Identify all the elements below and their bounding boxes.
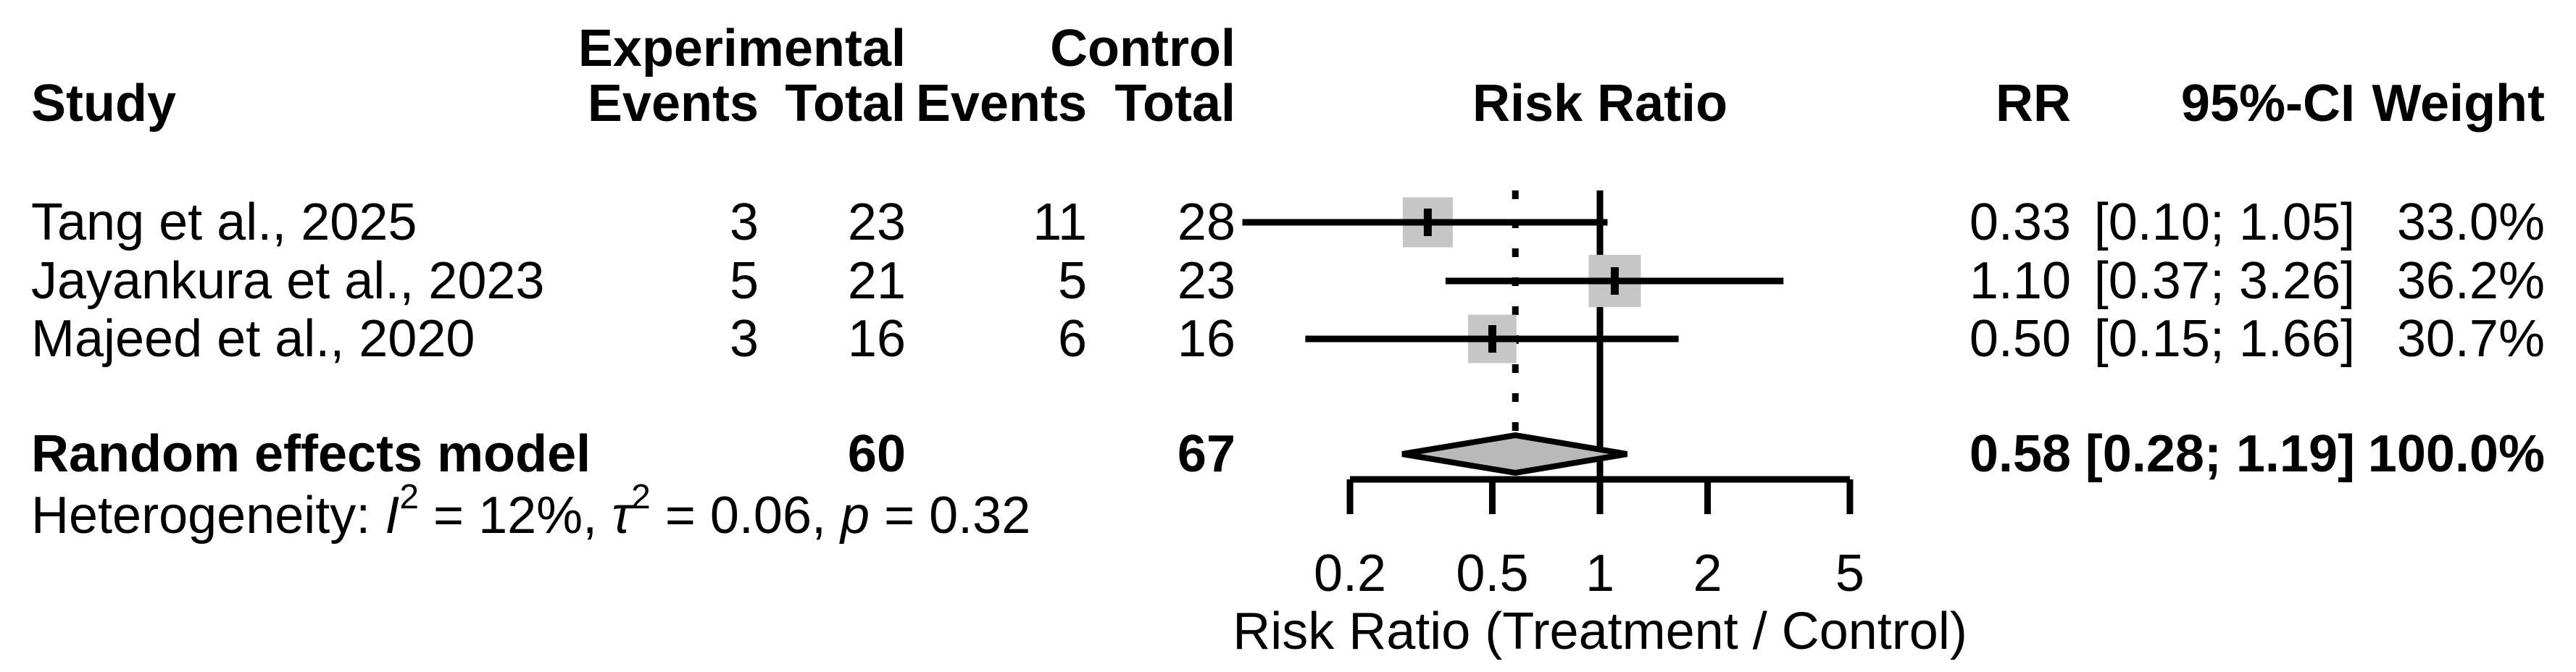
summary-rr-value: 0.58 xyxy=(1969,425,2071,483)
point-estimate-marker xyxy=(1610,267,1619,295)
exp-total-value: 23 xyxy=(848,193,906,251)
ci-value: [0.10; 1.05] xyxy=(2094,193,2355,251)
rr-value: 0.33 xyxy=(1969,193,2071,251)
heterogeneity-prefix: Heterogeneity: xyxy=(31,487,385,545)
i-squared-value: = 12%, xyxy=(419,487,612,545)
table-row: Majeed et al., 2020 3 16 6 16 0.50 [0.15… xyxy=(31,310,2545,368)
study-header: Study xyxy=(31,75,176,133)
exp-total-value: 21 xyxy=(848,252,906,310)
control-group-header: Control xyxy=(1050,20,1235,77)
weight-value: 36.2% xyxy=(2397,252,2545,310)
x-axis: 0.2 0.5 1 2 5 Risk Ratio (Treatment / Co… xyxy=(1233,476,1967,660)
study-mark-row xyxy=(1305,314,1679,364)
rr-value: 1.10 xyxy=(1969,252,2071,310)
study-name: Majeed et al., 2020 xyxy=(31,310,475,368)
weight-value: 33.0% xyxy=(2397,193,2545,251)
study-mark-row xyxy=(1445,254,1784,308)
study-name: Tang et al., 2025 xyxy=(31,193,417,251)
ctrl-events-header: Events xyxy=(916,75,1087,133)
weight-value: 30.7% xyxy=(2397,310,2545,368)
point-estimate-marker xyxy=(1488,325,1496,353)
ctrl-total-value: 28 xyxy=(1177,193,1235,251)
study-mark-row xyxy=(1242,197,1608,248)
table-row: Jayankura et al., 2023 5 21 5 23 1.10 [0… xyxy=(31,252,2545,310)
ci-value: [0.15; 1.66] xyxy=(2094,310,2355,368)
x-axis-tick-label: 0.2 xyxy=(1314,545,1386,602)
risk-ratio-plot-header: Risk Ratio xyxy=(1472,75,1727,133)
summary-label: Random effects model xyxy=(31,425,591,483)
p-value: = 0.32 xyxy=(870,487,1030,545)
ctrl-events-value: 5 xyxy=(1058,252,1087,310)
x-axis-tick-label: 1 xyxy=(1585,545,1614,602)
x-axis-tick-label: 0.5 xyxy=(1456,545,1528,602)
rr-value: 0.50 xyxy=(1969,310,2071,368)
exp-total-header: Total xyxy=(785,75,906,133)
study-marks xyxy=(1242,197,1784,364)
ctrl-events-value: 6 xyxy=(1058,310,1087,368)
weight-header: Weight xyxy=(2372,75,2545,133)
heterogeneity-note: Heterogeneity: I2 = 12%, τ2 = 0.06, p = … xyxy=(31,478,1030,545)
experimental-group-header: Experimental xyxy=(578,20,906,77)
study-name: Jayankura et al., 2023 xyxy=(31,252,544,310)
ctrl-total-value: 23 xyxy=(1177,252,1235,310)
x-axis-title: Risk Ratio (Treatment / Control) xyxy=(1233,602,1967,660)
p-symbol: p xyxy=(839,487,870,545)
ctrl-total-value: 16 xyxy=(1177,310,1235,368)
table-row: Tang et al., 2025 3 23 11 28 0.33 [0.10;… xyxy=(31,193,2545,251)
tau-squared-symbol: τ xyxy=(612,487,634,545)
x-axis-tick-label: 2 xyxy=(1693,545,1722,602)
summary-ci-value: [0.28; 1.19] xyxy=(2085,425,2355,483)
rr-header: RR xyxy=(1996,75,2071,133)
exp-events-value: 3 xyxy=(730,193,759,251)
summary-weight-value: 100.0% xyxy=(2368,425,2545,483)
ctrl-events-value: 11 xyxy=(1033,193,1087,251)
tau-squared-value: = 0.06, xyxy=(651,487,841,545)
summary-exp-total: 60 xyxy=(848,425,906,483)
study-rows: Tang et al., 2025 3 23 11 28 0.33 [0.10;… xyxy=(31,193,2545,368)
i-squared-exponent: 2 xyxy=(399,478,419,516)
ctrl-total-header: Total xyxy=(1114,75,1235,133)
exp-total-value: 16 xyxy=(848,310,906,368)
column-headers: Experimental Control Study Events Total … xyxy=(31,20,2545,133)
exp-events-header: Events xyxy=(588,75,759,133)
i-squared-symbol: I xyxy=(385,487,399,545)
summary-diamond xyxy=(1401,432,1627,476)
summary-ctrl-total: 67 xyxy=(1177,425,1235,483)
exp-events-value: 3 xyxy=(730,310,759,368)
point-estimate-marker xyxy=(1423,209,1432,236)
ci-value: [0.37; 3.26] xyxy=(2094,252,2355,310)
exp-events-value: 5 xyxy=(730,252,759,310)
x-axis-tick-label: 5 xyxy=(1835,545,1864,602)
ci-header: 95%-CI xyxy=(2181,75,2355,133)
tau-squared-exponent: 2 xyxy=(631,478,651,516)
summary-row: Random effects model 60 67 0.58 [0.28; 1… xyxy=(31,425,2545,483)
